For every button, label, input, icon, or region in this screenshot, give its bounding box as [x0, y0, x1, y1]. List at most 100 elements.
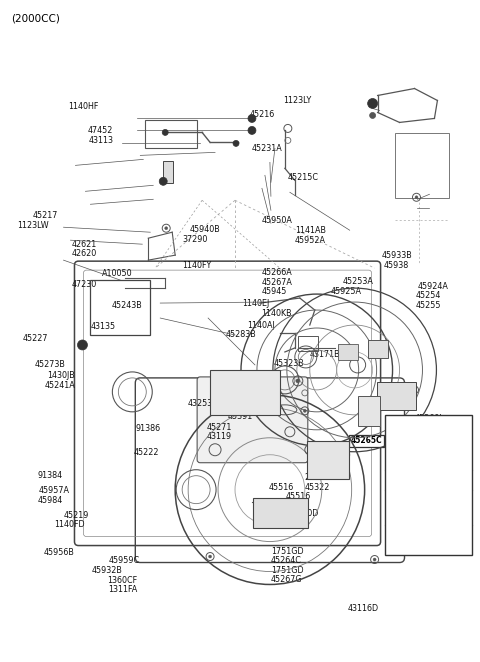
Text: 45323B: 45323B [274, 359, 304, 368]
Text: 1140EB: 1140EB [422, 528, 453, 537]
Text: 45217: 45217 [33, 211, 58, 220]
Text: 45283B: 45283B [226, 330, 256, 339]
Text: 45952A: 45952A [295, 236, 326, 245]
Text: 45243B: 45243B [111, 301, 142, 310]
Bar [358, 396, 380, 426]
Text: 45262B: 45262B [415, 424, 445, 432]
Circle shape [248, 126, 256, 134]
Circle shape [209, 555, 212, 558]
Text: 1141AB: 1141AB [295, 226, 326, 235]
Circle shape [370, 113, 376, 118]
Bar [377, 382, 417, 410]
Text: 1140KB: 1140KB [262, 309, 292, 318]
Bar [368, 340, 387, 358]
Text: A10050: A10050 [102, 269, 132, 278]
Text: 1140FH: 1140FH [422, 519, 453, 528]
Circle shape [233, 140, 239, 146]
Text: 1601DA: 1601DA [397, 469, 429, 478]
Circle shape [296, 379, 300, 383]
Text: 45925A: 45925A [331, 287, 362, 296]
Text: 47452: 47452 [88, 126, 113, 135]
Text: 45271: 45271 [206, 423, 232, 432]
Text: 45932B: 45932B [92, 565, 123, 575]
Text: 91384: 91384 [38, 471, 63, 479]
Text: 45924A: 45924A [417, 281, 448, 291]
Text: 45273B: 45273B [35, 360, 65, 369]
Text: 45216: 45216 [250, 110, 275, 118]
Bar [395, 134, 449, 199]
Text: 45227: 45227 [23, 334, 48, 343]
Text: 46580: 46580 [218, 370, 243, 379]
Text: 45265C: 45265C [387, 535, 419, 544]
Circle shape [405, 504, 408, 508]
Text: 43116D: 43116D [348, 604, 379, 613]
Text: 45940B: 45940B [190, 226, 220, 234]
Text: 1140HG: 1140HG [431, 502, 457, 508]
Text: 45320D: 45320D [288, 510, 319, 518]
Text: 45264C: 45264C [271, 556, 302, 565]
Text: 45267A: 45267A [262, 277, 292, 287]
Text: 45260J: 45260J [415, 414, 442, 424]
Text: 1360CF: 1360CF [107, 576, 137, 585]
Text: 1140EH: 1140EH [386, 475, 412, 481]
Text: 45933B: 45933B [381, 251, 412, 260]
Text: 45956B: 45956B [44, 548, 75, 557]
Circle shape [343, 453, 347, 457]
Text: 45255: 45255 [416, 301, 441, 310]
Text: 43113: 43113 [88, 136, 113, 144]
Text: 45215C: 45215C [288, 173, 319, 181]
Text: 45322: 45322 [305, 483, 330, 492]
Circle shape [77, 340, 87, 350]
Circle shape [303, 409, 306, 412]
Text: 1140EP: 1140EP [431, 475, 456, 481]
Text: 42620: 42620 [71, 248, 96, 258]
Circle shape [165, 226, 168, 230]
Circle shape [448, 449, 452, 453]
Text: 43135: 43135 [90, 322, 116, 331]
Text: 1140DJ: 1140DJ [386, 510, 410, 516]
Text: 45957A: 45957A [39, 487, 70, 495]
Bar [210, 370, 280, 415]
Text: 91386: 91386 [136, 424, 161, 432]
Text: 1140FY: 1140FY [182, 261, 212, 270]
Text: 45266A: 45266A [262, 268, 292, 277]
Bar [90, 280, 150, 335]
Text: 1601DF: 1601DF [401, 484, 432, 493]
Text: 45267G: 45267G [271, 575, 303, 584]
Text: 43119: 43119 [206, 432, 232, 441]
Circle shape [248, 115, 256, 122]
Text: 45391: 45391 [228, 412, 253, 421]
Text: 45222: 45222 [133, 448, 158, 457]
Bar [298, 336, 318, 351]
Circle shape [373, 558, 376, 561]
Text: 1751GD: 1751GD [271, 547, 304, 556]
Text: 37290: 37290 [182, 235, 208, 244]
Bar [253, 498, 308, 528]
Text: 45219: 45219 [64, 511, 89, 520]
Text: 47230: 47230 [71, 280, 96, 289]
Text: (2000CC): (2000CC) [11, 14, 60, 24]
Text: 45265C: 45265C [351, 436, 383, 446]
Text: 45253A: 45253A [343, 277, 374, 286]
Text: 45938: 45938 [384, 261, 409, 270]
Text: 45516: 45516 [269, 483, 294, 492]
Text: 45950A: 45950A [262, 216, 292, 225]
Text: 43253B: 43253B [187, 399, 218, 408]
Bar [145, 120, 197, 148]
Text: 45241A: 45241A [44, 381, 75, 390]
Bar [384, 415, 472, 555]
Bar [384, 417, 417, 437]
Text: 45959C: 45959C [108, 555, 140, 565]
Text: 42621: 42621 [71, 240, 96, 249]
Circle shape [308, 448, 312, 451]
Text: 1430JB: 1430JB [47, 371, 75, 381]
Circle shape [415, 196, 418, 199]
Text: 22121: 22121 [305, 473, 330, 482]
Text: 1140AJ: 1140AJ [247, 320, 275, 330]
Circle shape [159, 177, 167, 185]
Text: 45254: 45254 [416, 291, 441, 301]
Text: 1140GG: 1140GG [431, 512, 457, 518]
Text: 43171B: 43171B [310, 350, 340, 359]
FancyBboxPatch shape [197, 377, 308, 463]
Text: 1751GD: 1751GD [271, 565, 304, 575]
